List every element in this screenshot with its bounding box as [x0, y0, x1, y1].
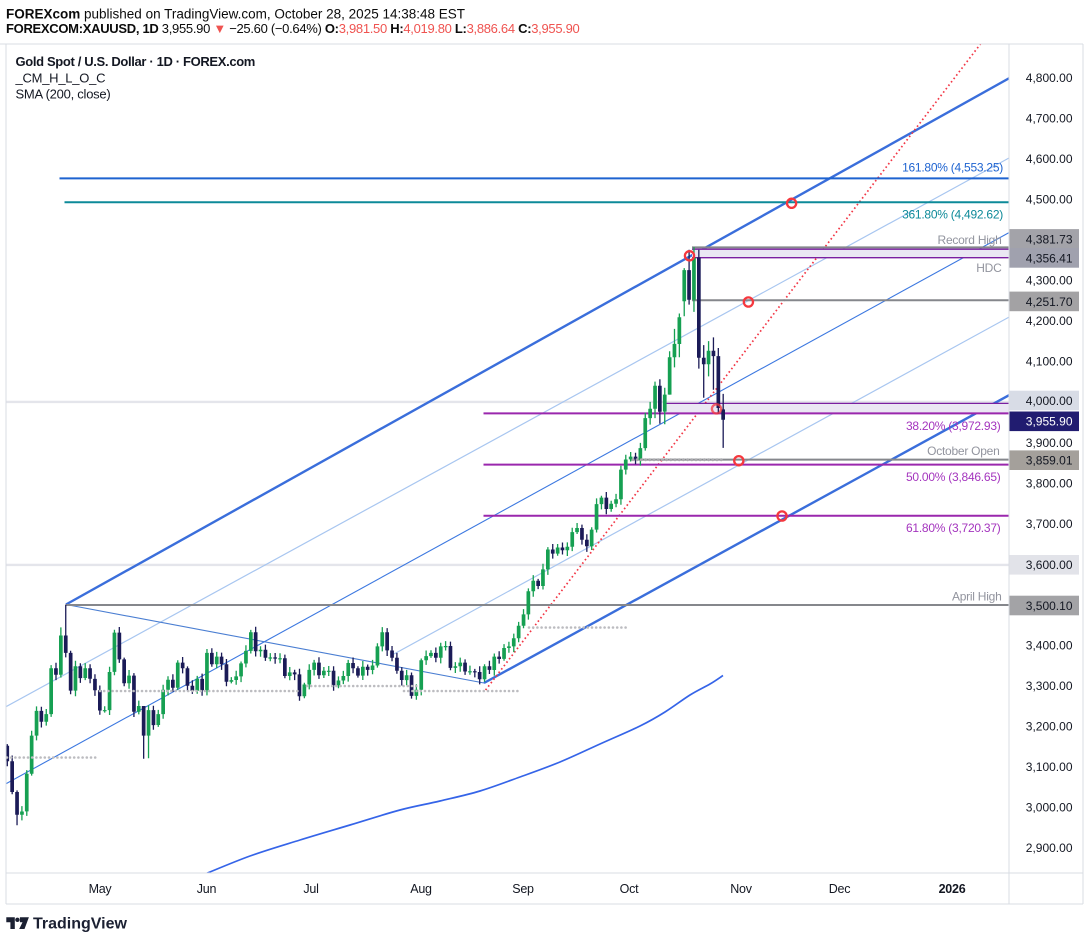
svg-text:2,900.00: 2,900.00: [1026, 841, 1073, 855]
svg-text:4,300.00: 4,300.00: [1026, 274, 1073, 288]
svg-text:3,400.00: 3,400.00: [1026, 639, 1073, 653]
svg-text:TradingView: TradingView: [33, 916, 128, 933]
svg-text:4,600.00: 4,600.00: [1026, 152, 1073, 166]
svg-text:Dec: Dec: [829, 882, 850, 896]
svg-text:Jun: Jun: [197, 882, 217, 896]
svg-text:4,100.00: 4,100.00: [1026, 355, 1073, 369]
svg-text:3,000.00: 3,000.00: [1026, 801, 1073, 815]
svg-text:3,100.00: 3,100.00: [1026, 760, 1073, 774]
svg-text:Aug: Aug: [410, 882, 432, 896]
svg-text:May: May: [89, 882, 113, 896]
svg-text:3,200.00: 3,200.00: [1026, 720, 1073, 734]
svg-text:HDC: HDC: [976, 261, 1002, 275]
svg-text:3,300.00: 3,300.00: [1026, 679, 1073, 693]
svg-text:October Open: October Open: [927, 444, 999, 458]
svg-text:Gold Spot / U.S. Dollar · 1D ·: Gold Spot / U.S. Dollar · 1D · FOREX.com: [16, 54, 256, 69]
svg-text:4,251.70: 4,251.70: [1026, 295, 1073, 309]
svg-text:Nov: Nov: [730, 882, 752, 896]
svg-text:Record High: Record High: [938, 233, 1002, 247]
svg-text:4,200.00: 4,200.00: [1026, 314, 1073, 328]
svg-text:FOREXcom published on TradingV: FOREXcom published on TradingView.com, O…: [6, 7, 465, 22]
svg-text:161.80% (4,553.25): 161.80% (4,553.25): [902, 161, 1003, 175]
svg-text:4,356.41: 4,356.41: [1026, 251, 1073, 265]
svg-text:4,381.73: 4,381.73: [1026, 232, 1073, 246]
svg-text:Oct: Oct: [620, 882, 639, 896]
svg-text:4,500.00: 4,500.00: [1026, 193, 1073, 207]
svg-text:3,600.00: 3,600.00: [1026, 558, 1073, 572]
svg-text:SMA (200, close): SMA (200, close): [16, 87, 111, 102]
svg-text:3,859.01: 3,859.01: [1026, 454, 1073, 468]
svg-text:3,955.90: 3,955.90: [1026, 415, 1073, 429]
svg-text:Jul: Jul: [303, 882, 318, 896]
svg-text:3,900.00: 3,900.00: [1026, 436, 1073, 450]
svg-text:4,800.00: 4,800.00: [1026, 71, 1073, 85]
svg-text:2026: 2026: [939, 882, 966, 896]
svg-text:50.00% (3,846.65): 50.00% (3,846.65): [906, 470, 1001, 484]
svg-text:3,700.00: 3,700.00: [1026, 517, 1073, 531]
svg-text:3,500.10: 3,500.10: [1026, 599, 1073, 613]
svg-text:Sep: Sep: [512, 882, 534, 896]
svg-text:FOREXCOM:XAUUSD, 1D 3,955.90 ▼: FOREXCOM:XAUUSD, 1D 3,955.90 ▼ −25.60 (−…: [6, 21, 580, 36]
svg-text:4,000.00: 4,000.00: [1026, 394, 1073, 408]
svg-text:April High: April High: [952, 590, 1002, 604]
svg-text:4,700.00: 4,700.00: [1026, 111, 1073, 125]
svg-text:61.80% (3,720.37): 61.80% (3,720.37): [906, 521, 1001, 535]
svg-text:38.20% (3,972.93): 38.20% (3,972.93): [906, 419, 1001, 433]
svg-text:3,800.00: 3,800.00: [1026, 476, 1073, 490]
svg-text:_CM_H_L_O_C: _CM_H_L_O_C: [15, 71, 106, 86]
svg-text:361.80% (4,492.62): 361.80% (4,492.62): [902, 208, 1003, 222]
